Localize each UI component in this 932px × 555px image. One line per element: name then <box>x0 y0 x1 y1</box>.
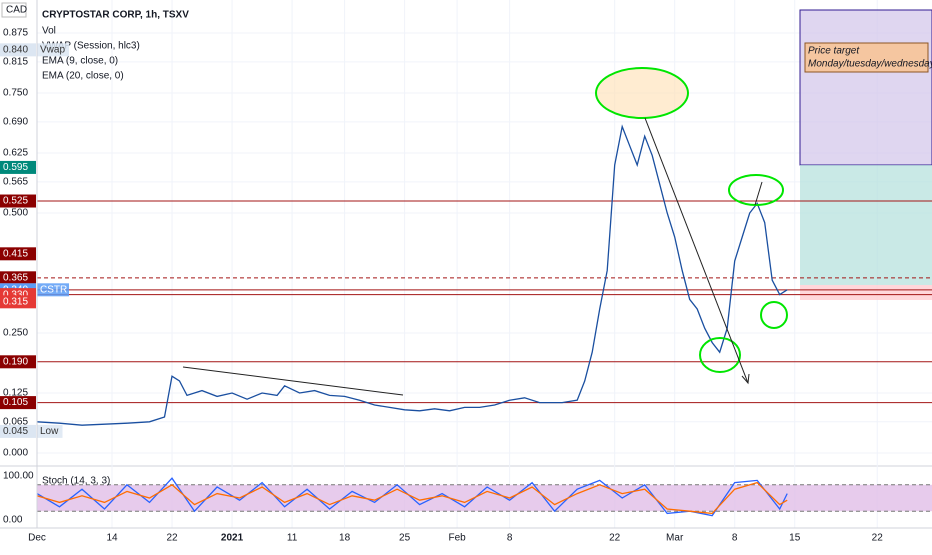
price-label: 0.840 <box>3 44 28 55</box>
x-tick-label: Feb <box>449 533 467 544</box>
y-tick-label: 0.750 <box>3 88 28 99</box>
x-tick-label: 8 <box>732 533 738 544</box>
price-tag-box <box>37 283 69 297</box>
chart-title: CRYPTOSTAR CORP, 1h, TSXV <box>42 10 189 21</box>
note-box <box>804 42 929 73</box>
price-label: 0.315 <box>3 296 28 307</box>
note-text: Monday/tuesday/wednesday. <box>808 59 932 70</box>
price-label: 0.045 <box>3 426 28 437</box>
x-tick-label: 14 <box>106 533 118 544</box>
y-tick-label: 0.815 <box>3 56 28 67</box>
price-label: 0.105 <box>3 397 28 408</box>
price-label-box <box>0 424 36 438</box>
price-label-box <box>0 295 36 309</box>
trend-line <box>182 366 404 396</box>
price-label: 0.365 <box>3 272 28 283</box>
price-tag: Vwap <box>40 44 65 55</box>
trend-line <box>644 117 749 384</box>
y-tick-label: 0.250 <box>3 328 28 339</box>
x-tick-label: 2021 <box>221 533 244 544</box>
price-label: 0.330 <box>3 289 28 300</box>
price-label-box <box>0 396 36 410</box>
price-label-box <box>0 247 36 261</box>
price-label-box <box>0 355 36 369</box>
price-tag-box <box>37 424 63 438</box>
note-text: Price target <box>808 46 860 57</box>
axes: 0.875 0.815 0.750 0.690 0.625 0.565 0.500 0.250… <box>0 0 883 544</box>
price-tag: CSTR <box>40 284 67 295</box>
highlight-ellipse <box>760 301 788 329</box>
price-label: 0.595 <box>3 162 28 173</box>
legend-item: EMA (20, close, 0) <box>42 71 124 82</box>
panel-title: Stoch (14, 3, 3) <box>42 476 110 487</box>
price-label: 0.190 <box>3 356 28 367</box>
stop-box <box>800 285 932 300</box>
legend-item: VWAP (Session, hlc3) <box>42 41 140 52</box>
y-tick-label: 0.000 <box>3 448 28 459</box>
target-box <box>799 9 932 166</box>
highlight-ellipse <box>728 174 784 206</box>
x-tick-label: 22 <box>609 533 621 544</box>
y-tick-label: 0.00 <box>3 515 23 526</box>
highlight-ellipse <box>595 67 689 119</box>
plot <box>36 124 932 517</box>
x-tick-label: 25 <box>399 533 411 544</box>
legend-item: Vol <box>42 26 56 37</box>
y-tick-label: 0.565 <box>3 176 28 187</box>
price-tag-box <box>37 43 69 57</box>
y-tick-label: 100.00 <box>3 471 34 482</box>
y-tick-label: 0.690 <box>3 116 28 127</box>
x-tick-label: Dec <box>28 533 46 544</box>
x-tick-label: Mar <box>666 533 684 544</box>
x-tick-label: 8 <box>507 533 513 544</box>
price-label-box <box>0 194 36 208</box>
currency-box <box>1 2 27 18</box>
y-tick-label: 0.875 <box>3 28 28 39</box>
y-tick-label: 0.125 <box>3 388 28 399</box>
highlight-ellipse <box>699 337 741 373</box>
price-label-box <box>0 43 36 57</box>
price-label: 0.525 <box>3 196 28 207</box>
y-tick-label: 0.625 <box>3 148 28 159</box>
x-tick-label: 22 <box>872 533 884 544</box>
price-line <box>36 481 788 515</box>
price-label: 0.415 <box>3 248 28 259</box>
legend-item: EMA (9, close, 0) <box>42 56 118 67</box>
y-tick-label: 0.065 <box>3 416 28 427</box>
arrow-head <box>741 373 750 385</box>
price-line <box>36 477 788 517</box>
currency: CAD <box>6 5 27 16</box>
arrow <box>754 181 763 206</box>
x-tick-label: 18 <box>339 533 351 544</box>
x-tick-label: 15 <box>789 533 801 544</box>
price-line <box>36 124 788 426</box>
x-tick-label: 11 <box>287 533 298 544</box>
price-label-box <box>0 271 36 285</box>
price-label-box <box>0 160 36 174</box>
x-tick-label: 22 <box>166 533 178 544</box>
y-tick-label: 0.500 <box>3 208 28 219</box>
price-tag: Low <box>40 426 59 437</box>
profit-box <box>800 165 932 285</box>
